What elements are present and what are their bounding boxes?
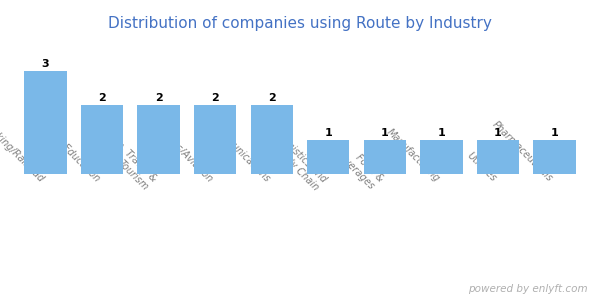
Bar (476, 140, 519, 174)
Bar (307, 140, 349, 174)
Bar (194, 105, 236, 174)
Text: 1: 1 (494, 128, 502, 138)
Text: 1: 1 (325, 128, 332, 138)
Bar (137, 105, 180, 174)
Text: 3: 3 (42, 59, 49, 69)
Bar (81, 105, 124, 174)
Bar (364, 140, 406, 174)
Bar (533, 140, 575, 174)
Bar (25, 70, 67, 174)
Bar (251, 105, 293, 174)
Text: 1: 1 (381, 128, 389, 138)
Text: 2: 2 (155, 93, 163, 103)
Text: 1: 1 (437, 128, 445, 138)
Text: 1: 1 (551, 128, 558, 138)
Title: Distribution of companies using Route by Industry: Distribution of companies using Route by… (108, 16, 492, 31)
Text: 2: 2 (268, 93, 275, 103)
Bar (420, 140, 463, 174)
Text: 2: 2 (98, 93, 106, 103)
Text: powered by enlyft.com: powered by enlyft.com (469, 284, 588, 294)
Text: 2: 2 (211, 93, 219, 103)
